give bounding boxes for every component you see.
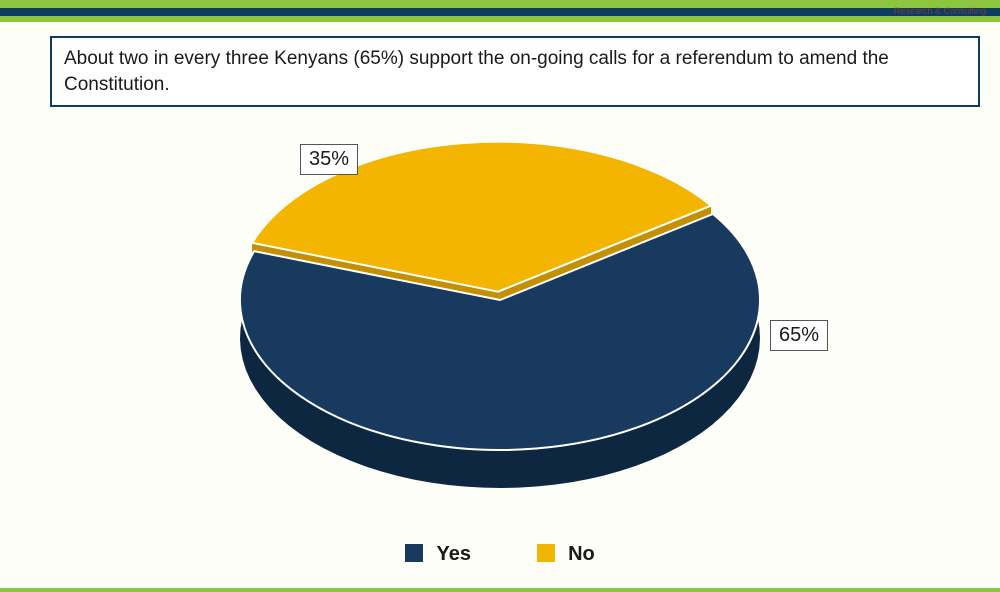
watermark-text: Research & Consulting <box>894 6 986 16</box>
legend-item: Yes <box>405 543 471 566</box>
stripe <box>0 0 1000 8</box>
pie-chart: 65% 35% <box>0 120 1000 528</box>
stripe <box>0 16 1000 22</box>
pie-svg <box>140 120 860 520</box>
slice-pct-label: 35% <box>300 144 358 175</box>
title-text: About two in every three Kenyans (65%) s… <box>64 46 966 97</box>
legend-label: Yes <box>436 543 470 565</box>
legend-item: No <box>537 543 595 566</box>
stripe <box>0 8 1000 16</box>
legend-label: No <box>568 543 595 565</box>
slide: Research & Consulting About two in every… <box>0 0 1000 592</box>
legend-swatch <box>537 544 555 562</box>
legend: Yes No <box>0 543 1000 566</box>
pct-text: 35% <box>309 148 349 170</box>
title-callout: About two in every three Kenyans (65%) s… <box>50 36 980 107</box>
header-stripes <box>0 0 1000 22</box>
legend-swatch <box>405 544 423 562</box>
pct-text: 65% <box>779 324 819 346</box>
slice-pct-label: 65% <box>770 320 828 351</box>
